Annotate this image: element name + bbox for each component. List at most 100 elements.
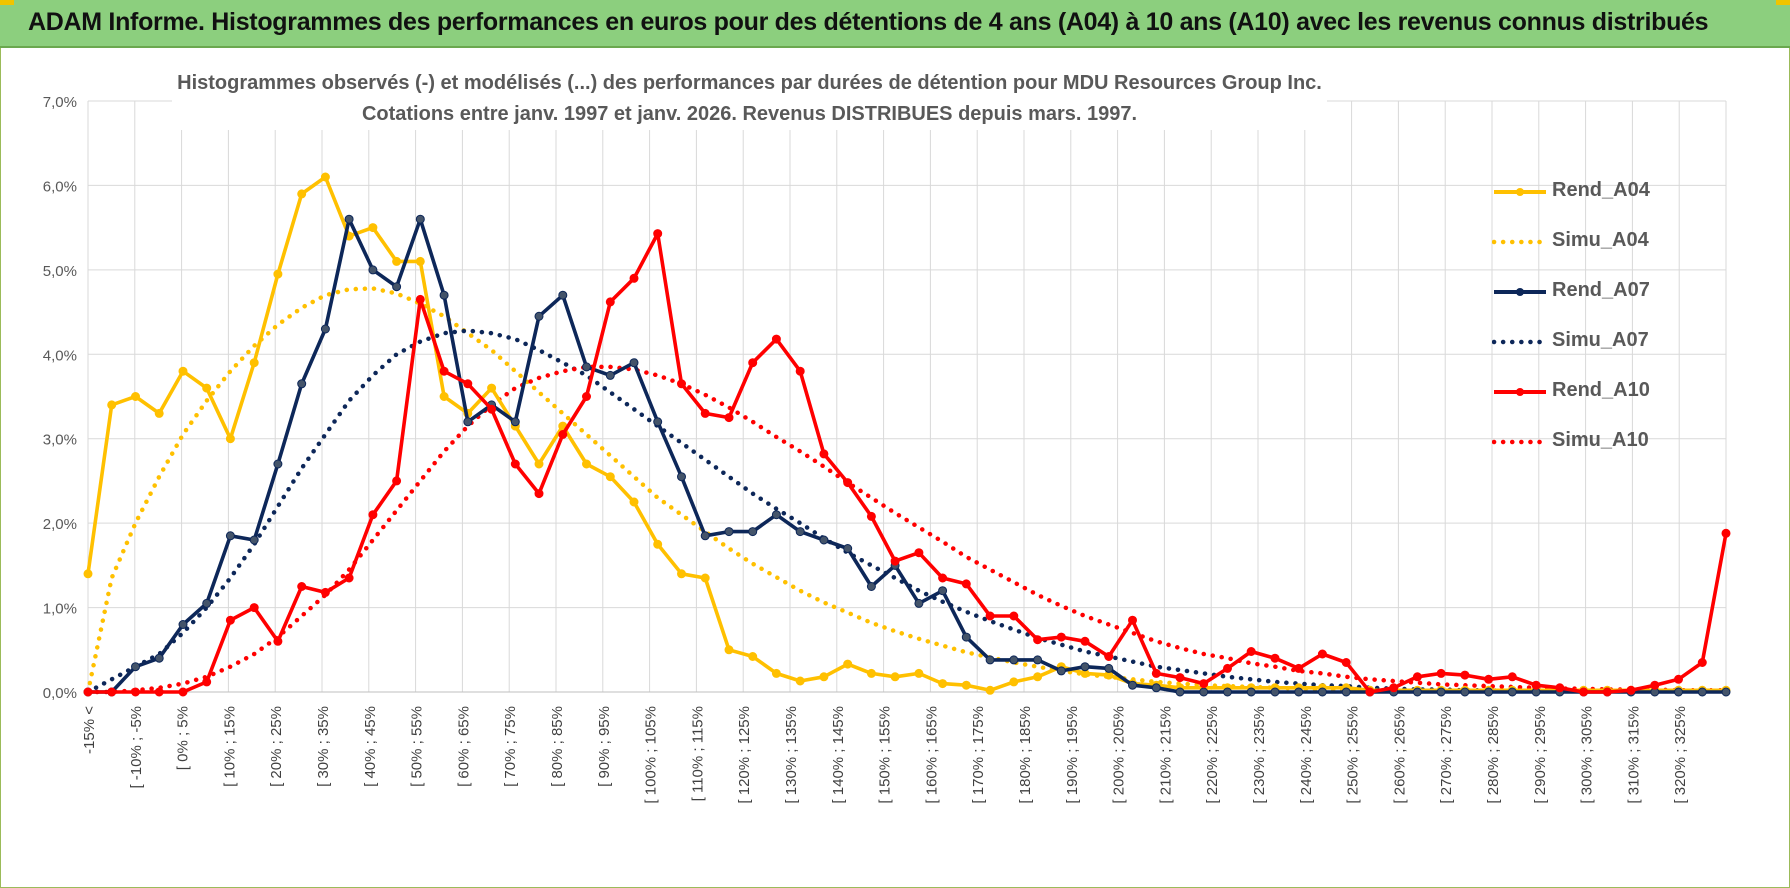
legend-label: Simu_A10 <box>1552 429 1649 451</box>
series-rend-a07-point <box>1223 687 1232 697</box>
series-rend-a10-point <box>914 548 924 558</box>
series-rend-a07-point <box>344 214 354 224</box>
series-rend-a04-point <box>1009 677 1019 687</box>
series-rend-a07-point <box>985 655 995 665</box>
series-rend-a04-point <box>392 256 402 266</box>
series-rend-a04-point <box>131 392 140 401</box>
series-rend-a04-point <box>178 366 188 376</box>
series-rend-a04-point <box>202 383 212 393</box>
series-rend-a10-point <box>748 358 758 368</box>
series-rend-a04-point <box>368 223 378 233</box>
series-rend-a07-point <box>1246 687 1256 697</box>
series-rend-a04-point <box>890 672 900 682</box>
legend-item-simu-a07: Simu_A07 <box>1488 325 1668 375</box>
series-rend-a10-point <box>83 687 93 697</box>
series-rend-a07-point <box>131 662 140 672</box>
x-tick-label: [ 110% ; 115% <box>689 706 706 801</box>
series-rend-a10-point <box>1555 683 1565 693</box>
banner-corner-left <box>0 0 14 5</box>
x-tick-label: [ -10% ; -5% <box>128 706 145 789</box>
series-rend-a07-point <box>1412 687 1422 697</box>
series-rend-a07-point <box>273 459 283 469</box>
series-rend-a10-point <box>1365 687 1375 697</box>
series-rend-a10-point <box>1602 687 1612 697</box>
x-tick-label: [ 160% ; 165% <box>923 706 940 804</box>
series-rend-a10-point <box>225 615 235 625</box>
series-rend-a07-point <box>1436 687 1446 697</box>
series-rend-a07-point <box>819 535 829 545</box>
x-tick-label: [ 50% ; 55% <box>409 706 426 787</box>
x-tick-label: [ 60% ; 65% <box>455 706 472 787</box>
series-rend-a07-point <box>178 620 188 629</box>
x-tick-label: [ 290% ; 295% <box>1532 706 1549 804</box>
x-tick-label: [ 270% ; 275% <box>1438 706 1455 804</box>
series-rend-a04-line <box>86 175 1726 693</box>
series-rend-a04-point <box>866 668 876 678</box>
y-tick-label: 2,0% <box>43 516 77 533</box>
y-tick-label: 5,0% <box>43 263 77 280</box>
x-tick-label: [ 190% ; 195% <box>1064 706 1081 804</box>
chart-title-box: Histogrammes observés (-) et modélisés (… <box>172 68 1327 130</box>
series-rend-a07-point <box>154 653 164 663</box>
series-rend-a10-point <box>487 404 497 414</box>
legend-swatch-marker <box>1516 288 1524 296</box>
series-rend-a07-point <box>415 214 425 224</box>
series-rend-a07-point <box>297 379 307 389</box>
legend-swatch <box>1494 288 1546 296</box>
series-rend-a10-point <box>415 294 425 304</box>
series-rend-a07-point <box>1294 687 1304 697</box>
series-rend-a07-point <box>582 362 591 372</box>
series-rend-a10-point <box>819 449 829 459</box>
series-rend-a07-point <box>1009 655 1019 665</box>
series-rend-a07-point <box>368 265 378 275</box>
series-rend-a04-point <box>653 539 663 549</box>
series-rend-a10-point <box>1460 670 1470 680</box>
x-tick-label: [ 170% ; 175% <box>970 706 987 804</box>
series-rend-a07-point <box>510 417 520 427</box>
series-rend-a10-line <box>88 231 1728 694</box>
series-rend-a04-point <box>843 659 853 669</box>
series-rend-a04-point <box>582 459 591 469</box>
series-layer <box>83 172 1731 697</box>
series-rend-a07-point <box>320 324 330 334</box>
x-axis: -15% < [ -10% ; -5% [ 0% ; 5% [ 10% ; 15% [ … <box>81 691 1726 804</box>
series-rend-a04-point <box>700 573 710 583</box>
series-rend-a10-point <box>178 687 188 697</box>
series-rend-a07-point <box>249 535 259 545</box>
legend: Rend_A04 Simu_A04 Rend_A07 Simu_A07 Rend_A10… <box>1488 175 1668 475</box>
x-tick-label: [ 10% ; 15% <box>221 706 238 787</box>
series-rend-a10-point <box>1436 668 1446 678</box>
series-rend-a07-point <box>1056 666 1066 676</box>
series-rend-a07-point <box>463 417 473 427</box>
series-rend-a04-point <box>154 408 164 418</box>
series-rend-a10-point <box>700 408 710 418</box>
series-rend-a10-point <box>1151 668 1161 678</box>
series-rend-a07-point <box>1270 687 1280 697</box>
series-rend-a10-point <box>1128 615 1137 625</box>
x-tick-label: [ 220% ; 225% <box>1204 706 1221 804</box>
series-rend-a04-point <box>795 676 805 686</box>
legend-swatch <box>1492 439 1548 445</box>
series-rend-a10-point <box>771 334 781 344</box>
series-rend-a10-point <box>938 573 948 583</box>
x-tick-label: [ 100% ; 105% <box>643 706 660 804</box>
series-rend-a10-point <box>843 478 853 488</box>
y-tick-label: 0,0% <box>43 685 77 702</box>
series-rend-a07-point <box>534 311 544 321</box>
series-rend-a04-point <box>605 472 615 482</box>
x-tick-label: [ 250% ; 255% <box>1345 706 1362 804</box>
chart-title: Histogrammes observés (-) et modélisés (… <box>177 72 1322 94</box>
series-rend-a10-point <box>1175 673 1185 683</box>
x-tick-label: [ 70% ; 75% <box>502 706 519 787</box>
series-rend-a10-point <box>985 611 995 621</box>
legend-label: Simu_A04 <box>1552 229 1649 251</box>
series-rend-a10-point <box>1223 663 1232 673</box>
legend-label: Rend_A04 <box>1552 179 1650 201</box>
series-rend-a07-line <box>88 217 1726 694</box>
series-rend-a10-point <box>1674 674 1683 684</box>
y-axis: 0,0% 1,0% 2,0% 3,0% 4,0% 5,0% 6,0% 7,0% <box>43 94 77 702</box>
x-tick-label: [ 300% ; 305% <box>1579 706 1596 804</box>
series-simu-a04-line <box>85 286 1729 695</box>
x-tick-label: [ 20% ; 25% <box>268 706 285 787</box>
series-rend-a04-point <box>914 668 924 678</box>
